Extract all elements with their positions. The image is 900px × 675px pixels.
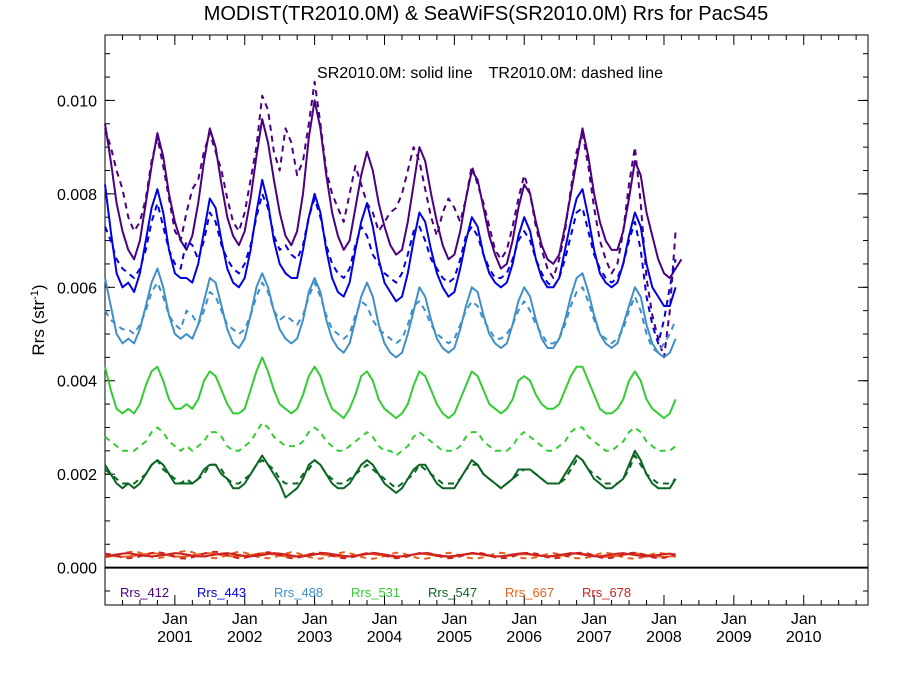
- rrs-547-solid-line: [104, 449, 677, 499]
- y-tick-label: 0.008: [57, 187, 97, 204]
- legend-entry: Rrs_547: [428, 585, 477, 600]
- x-tick-year-label: 2003: [297, 629, 333, 646]
- legend-entry: Rrs_678: [582, 585, 631, 600]
- y-axis-label-close: ): [29, 284, 48, 290]
- x-tick-year-label: 2006: [506, 629, 542, 646]
- x-tick-year-label: 2001: [157, 629, 193, 646]
- x-tick-year-label: 2009: [716, 629, 752, 646]
- plot-frame: [104, 34, 869, 606]
- y-tick-label: 0.006: [57, 280, 97, 297]
- y-tick-label: 0.002: [57, 467, 97, 484]
- rrs-488-solid-line: [104, 267, 677, 359]
- x-tick-year-label: 2010: [786, 629, 822, 646]
- legend-entry: Rrs_667: [505, 585, 554, 600]
- x-axis: Jan2001Jan2002Jan2003Jan2004Jan2005Jan20…: [121, 35, 857, 646]
- annotation-solid: SR2010.0M: solid line: [317, 65, 473, 82]
- x-tick-month-label: Jan: [791, 611, 817, 628]
- rrs-531-dashed-line: [104, 421, 677, 457]
- chart-title: MODIST(TR2010.0M) & SeaWiFS(SR2010.0M) R…: [204, 3, 769, 25]
- rrs-443-dashed-line: [104, 192, 677, 345]
- x-tick-year-label: 2004: [367, 629, 403, 646]
- y-axis-label: Rrs (str-1): [29, 284, 48, 355]
- rrs-547-dashed-line: [104, 454, 677, 490]
- annotation-dashed: TR2010.0M: dashed line: [489, 65, 663, 82]
- y-tick-label: 0.004: [57, 374, 97, 391]
- x-tick-year-label: 2007: [576, 629, 612, 646]
- x-tick-month-label: Jan: [721, 611, 747, 628]
- x-tick-year-label: 2005: [437, 629, 473, 646]
- rrs-488-dashed-line: [104, 281, 677, 354]
- legend-entry: Rrs_412: [120, 585, 169, 600]
- rrs-678-solid-line: [104, 552, 676, 558]
- legend-entry: Rrs_488: [274, 585, 323, 600]
- rrs-412-solid-line: [104, 99, 683, 279]
- legend-entry: Rrs_443: [197, 585, 246, 600]
- x-tick-month-label: Jan: [302, 611, 328, 628]
- x-tick-year-label: 2008: [646, 629, 682, 646]
- x-tick-month-label: Jan: [581, 611, 607, 628]
- y-axis-label-superscript: -1: [29, 290, 41, 300]
- series-lines: [104, 80, 683, 560]
- y-axis-label-main: Rrs (str: [29, 300, 48, 356]
- rrs-678-dashed-line: [104, 550, 676, 560]
- x-tick-year-label: 2002: [227, 629, 263, 646]
- x-tick-month-label: Jan: [162, 611, 188, 628]
- y-tick-label: 0.000: [57, 561, 97, 578]
- x-tick-month-label: Jan: [511, 611, 537, 628]
- x-tick-month-label: Jan: [651, 611, 677, 628]
- rrs-531-solid-line: [104, 356, 677, 420]
- x-tick-month-label: Jan: [372, 611, 398, 628]
- line-style-annotation: SR2010.0M: solid line TR2010.0M: dashed l…: [317, 65, 663, 82]
- x-tick-month-label: Jan: [441, 611, 467, 628]
- x-tick-month-label: Jan: [232, 611, 258, 628]
- legend-entry: Rrs_531: [351, 585, 400, 600]
- legend: Rrs_412 Rrs_443 Rrs_488 Rrs_531 Rrs_547 Rrs_6…: [120, 585, 631, 600]
- y-tick-label: 0.010: [57, 93, 97, 110]
- y-axis: 0.000 0.002 0.004 0.006 0.008 0.010: [57, 53, 868, 592]
- rrs-412-dashed-line: [104, 80, 677, 359]
